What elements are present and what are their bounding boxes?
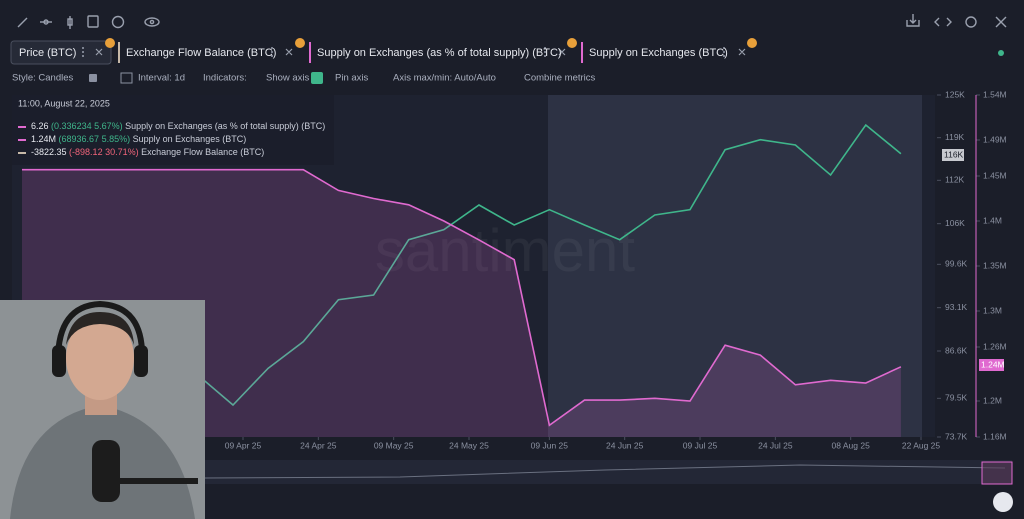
y2-tick-label: 1.35M [983, 260, 1007, 270]
y2-tick-label: 1.26M [983, 341, 1007, 351]
y-tick-label: 93.1K [945, 302, 968, 312]
x-tick-label: 24 Jun 25 [606, 440, 644, 450]
tab[interactable]: Exchange Flow Balance (BTC) [126, 47, 276, 59]
navigator-handle[interactable] [981, 461, 1013, 485]
x-tick-label: 09 May 25 [374, 440, 414, 450]
legend-name: Supply on Exchanges (BTC) [133, 134, 247, 144]
y-tick-label: 125K [945, 89, 965, 99]
tab-color [118, 42, 120, 63]
supply-marker-label: 1.24M [981, 359, 1005, 369]
x-tick-label: 08 Aug 25 [832, 440, 871, 450]
combine-metrics[interactable]: Combine metrics [524, 73, 596, 84]
show-axis-label: Show axis [266, 73, 310, 84]
y2-tick-label: 1.3M [983, 305, 1002, 315]
tab[interactable]: Price (BTC) [19, 47, 76, 59]
legend-percent: 5.67%) [94, 121, 123, 131]
y-tick-label: 119K [945, 132, 965, 142]
legend-percent: 30.71%) [105, 147, 139, 157]
tab-menus[interactable] [82, 47, 725, 57]
selection-range [548, 95, 922, 437]
legend-name: Exchange Flow Balance (BTC) [141, 147, 264, 157]
legend-percent: 5.85%) [102, 134, 131, 144]
x-tick-label: 09 Jul 25 [683, 440, 718, 450]
price-marker-label: 116K [944, 149, 964, 159]
legend-row: -3822.35 (-898.12 30.71%) Exchange Flow … [31, 147, 264, 157]
x-tick-label: 09 Jun 25 [531, 440, 569, 450]
tab[interactable]: Supply on Exchanges (as % of total suppl… [317, 47, 562, 59]
calendar-icon [120, 72, 133, 84]
tab-color [581, 42, 583, 63]
x-tick-label: 24 Apr 25 [300, 440, 337, 450]
x-tick-label: 22 Aug 25 [902, 440, 941, 450]
tab[interactable]: Supply on Exchanges (BTC) [589, 47, 728, 59]
legend-date: 11:00, August 22, 2025 [18, 98, 110, 108]
interval-select[interactable]: Interval: 1d [138, 73, 185, 84]
supply-marker [979, 359, 1004, 371]
y-tick-label: 73.7K [945, 431, 968, 441]
axis-range[interactable]: Axis max/min: Auto/Auto [393, 73, 496, 84]
btc-badges [105, 38, 757, 48]
legend-value: -3822.35 [31, 147, 67, 157]
y2-tick-label: 1.49M [983, 134, 1007, 144]
legend-value: 1.24M [31, 134, 56, 144]
legend-change: (-898.12 [69, 147, 103, 157]
legend-value: 6.26 [31, 121, 49, 131]
drawing-tools[interactable] [17, 14, 1007, 29]
tab-close[interactable] [95, 48, 746, 56]
y2-tick-label: 1.45M [983, 170, 1007, 180]
legend-row: 6.26 (0.336234 5.67%) Supply on Exchange… [31, 121, 325, 131]
y-tick-label: 79.5K [945, 393, 968, 403]
x-tick-label: 24 Jul 25 [758, 440, 793, 450]
legend-row: 1.24M (68936.67 5.85%) Supply on Exchang… [31, 134, 246, 144]
pin-axis[interactable]: Pin axis [335, 73, 369, 84]
legend-change: (68936.67 [59, 134, 100, 144]
legend-change: (0.336234 [51, 121, 92, 131]
show-axis-checkbox[interactable] [311, 72, 323, 84]
color-swatch[interactable] [89, 74, 97, 82]
series-line [22, 168, 902, 427]
legend-panel [12, 95, 334, 165]
help-button[interactable] [993, 492, 1013, 512]
x-tick-label: 09 Apr 25 [225, 440, 262, 450]
active-tab[interactable] [10, 40, 112, 65]
tab-color [309, 42, 311, 63]
status-dot [998, 50, 1004, 56]
y2-tick-label: 1.2M [983, 395, 1002, 405]
y2-tick-label: 1.16M [983, 431, 1007, 441]
y2-tick-label: 1.4M [983, 215, 1002, 225]
navigator-line [204, 464, 1006, 479]
style-select[interactable]: Style: Candles [12, 73, 74, 84]
indicators-select[interactable]: Indicators: [203, 73, 247, 84]
y-tick-label: 106K [945, 218, 965, 228]
legend-name: Supply on Exchanges (as % of total suppl… [125, 121, 325, 131]
y-tick-label: 99.6K [945, 259, 968, 269]
x-tick-label: 24 May 25 [449, 440, 489, 450]
y2-tick-label: 1.54M [983, 89, 1007, 99]
price-marker [942, 149, 964, 161]
y-tick-label: 112K [945, 175, 965, 185]
y-tick-label: 86.6K [945, 345, 968, 355]
supply-area [22, 169, 901, 437]
webcam [0, 300, 205, 519]
